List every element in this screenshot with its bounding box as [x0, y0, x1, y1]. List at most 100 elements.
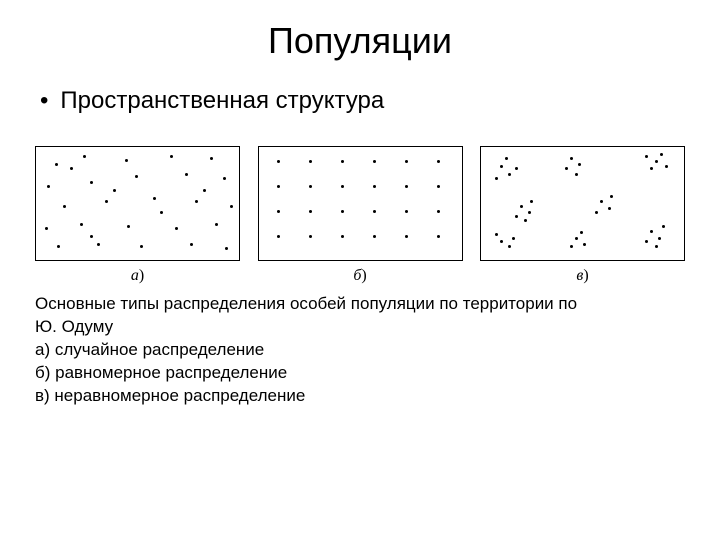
- distribution-dot: [47, 185, 50, 188]
- distribution-dot: [309, 210, 312, 213]
- distribution-dot: [565, 167, 568, 170]
- distribution-dot: [277, 235, 280, 238]
- caption-line-5: в) неравномерное распределение: [35, 385, 685, 408]
- distribution-dot: [645, 240, 648, 243]
- distribution-dot: [512, 237, 515, 240]
- distribution-dot: [437, 160, 440, 163]
- distribution-dot: [113, 189, 116, 192]
- distribution-dot: [437, 210, 440, 213]
- distribution-dot: [127, 225, 130, 228]
- distribution-dot: [341, 160, 344, 163]
- distribution-dot: [90, 235, 93, 238]
- distribution-dot: [185, 173, 188, 176]
- distribution-dot: [373, 210, 376, 213]
- caption-line-2: Ю. Одуму: [35, 316, 685, 339]
- distribution-dot: [309, 235, 312, 238]
- distribution-dot: [55, 163, 58, 166]
- distribution-dot: [508, 173, 511, 176]
- distribution-dot: [373, 185, 376, 188]
- distribution-dot: [500, 165, 503, 168]
- distribution-dot: [80, 223, 83, 226]
- distribution-dot: [83, 155, 86, 158]
- page-title: Популяции: [30, 20, 690, 62]
- distribution-dot: [405, 185, 408, 188]
- distribution-dot: [575, 237, 578, 240]
- distribution-dot: [63, 205, 66, 208]
- distribution-dot: [437, 185, 440, 188]
- caption-line-1: Основные типы распределения особей попул…: [35, 293, 685, 316]
- distribution-dot: [578, 163, 581, 166]
- panel-a-label: а): [131, 267, 144, 285]
- distribution-dot: [570, 157, 573, 160]
- distribution-dot: [373, 160, 376, 163]
- caption-line-4: б) равномерное распределение: [35, 362, 685, 385]
- distribution-dot: [660, 153, 663, 156]
- distribution-dot: [175, 227, 178, 230]
- distribution-dot: [309, 160, 312, 163]
- distribution-dot: [125, 159, 128, 162]
- distribution-dot: [373, 235, 376, 238]
- distribution-dot: [655, 160, 658, 163]
- caption-line-3: а) случайное распределение: [35, 339, 685, 362]
- distribution-dot: [170, 155, 173, 158]
- distribution-dot: [528, 211, 531, 214]
- distribution-dot: [495, 177, 498, 180]
- distribution-dot: [135, 175, 138, 178]
- distribution-dot: [515, 167, 518, 170]
- distribution-dot: [277, 160, 280, 163]
- distribution-dot: [405, 210, 408, 213]
- distribution-dot: [45, 227, 48, 230]
- distribution-dot: [309, 185, 312, 188]
- distribution-dot: [495, 233, 498, 236]
- distribution-dot: [595, 211, 598, 214]
- panel-b-wrap: б): [258, 146, 463, 285]
- distribution-dot: [575, 173, 578, 176]
- distribution-dot: [500, 240, 503, 243]
- distribution-dot: [97, 243, 100, 246]
- distribution-dot: [140, 245, 143, 248]
- distribution-dot: [57, 245, 60, 248]
- distribution-dot: [203, 189, 206, 192]
- panel-a-wrap: а): [35, 146, 240, 285]
- distribution-dot: [658, 237, 661, 240]
- panel-c: [480, 146, 685, 261]
- distribution-dot: [437, 235, 440, 238]
- distribution-dot: [655, 245, 658, 248]
- subtitle-row: • Пространственная структура: [30, 87, 690, 116]
- panel-b-paren: ): [361, 267, 366, 284]
- distribution-dot: [223, 177, 226, 180]
- distribution-dot: [105, 200, 108, 203]
- distribution-dot: [277, 210, 280, 213]
- distribution-dot: [341, 185, 344, 188]
- distribution-dot: [610, 195, 613, 198]
- distribution-dot: [160, 211, 163, 214]
- panels-container: а) б) в): [30, 146, 690, 285]
- distribution-dot: [90, 181, 93, 184]
- panel-b-label: б): [353, 267, 366, 285]
- distribution-dot: [195, 200, 198, 203]
- distribution-dot: [230, 205, 233, 208]
- distribution-dot: [277, 185, 280, 188]
- distribution-dot: [583, 243, 586, 246]
- panel-a-letter: а: [131, 267, 139, 284]
- distribution-dot: [530, 200, 533, 203]
- bullet-icon: •: [40, 87, 48, 116]
- panel-a: [35, 146, 240, 261]
- caption-block: Основные типы распределения особей попул…: [30, 293, 690, 408]
- distribution-dot: [645, 155, 648, 158]
- distribution-dot: [505, 157, 508, 160]
- distribution-dot: [650, 230, 653, 233]
- distribution-dot: [608, 207, 611, 210]
- distribution-dot: [341, 210, 344, 213]
- distribution-dot: [524, 219, 527, 222]
- panel-c-label: в): [576, 267, 588, 285]
- panel-b: [258, 146, 463, 261]
- distribution-dot: [508, 245, 511, 248]
- distribution-dot: [650, 167, 653, 170]
- subtitle-text: Пространственная структура: [60, 87, 384, 115]
- distribution-dot: [662, 225, 665, 228]
- distribution-dot: [570, 245, 573, 248]
- distribution-dot: [190, 243, 193, 246]
- distribution-dot: [520, 205, 523, 208]
- distribution-dot: [215, 223, 218, 226]
